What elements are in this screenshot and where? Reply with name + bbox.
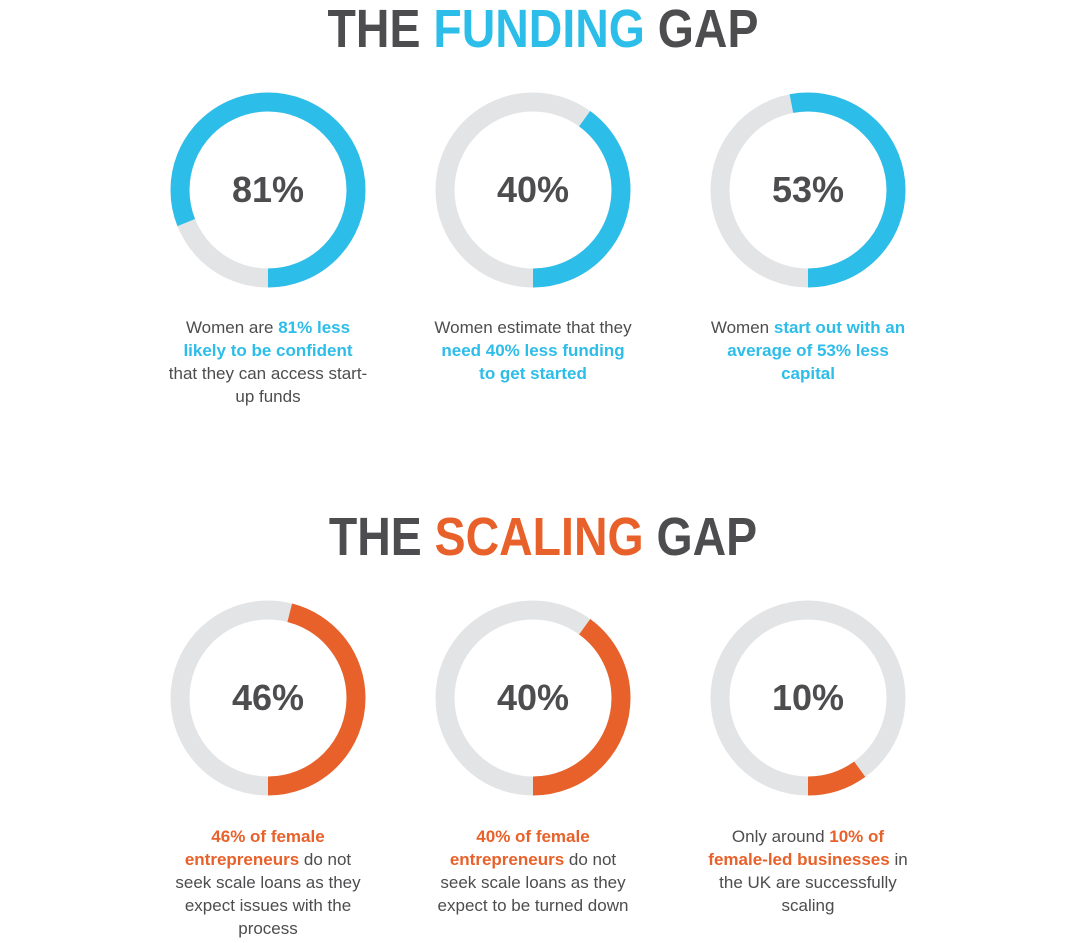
donut-value-arc [170,600,366,796]
caption-text: do not seek scale loans as they expect t… [437,850,629,915]
donut-chart-scaling-1: 46% [168,598,368,798]
donut-value-label: 81% [231,169,305,210]
donut-value-arc [710,92,906,288]
funding-title-pre: THE [327,0,434,59]
caption-highlight: 10% of female-led businesses [708,827,890,869]
caption-text: in the UK are successfully scaling [719,850,908,915]
caption-text: that they can access start-up funds [168,364,368,406]
donut-caption-funding-3: Women start out with an average of 53% l… [708,316,908,385]
donut-chart-scaling-2: 40% [433,598,633,798]
donut-chart-scaling-3: 10% [708,598,908,798]
donut-value-label: 46% [231,677,305,718]
scaling-gap-title: THE SCALING GAP [76,510,1010,564]
scaling-title-pre: THE [328,507,435,567]
donut-svg [435,92,631,288]
caption-highlight: 81% less likely to be confident [183,318,353,360]
donut-value-arc [435,92,631,288]
caption-text: do not seek scale loans as they expect i… [175,850,361,938]
scaling-title-post: GAP [643,507,758,567]
donut-value-arc [170,92,366,288]
donut-chart-funding-2: 40% [433,90,633,290]
donut-chart-funding-1: 81% [168,90,368,290]
donut-value-label: 40% [496,169,570,210]
caption-text: Only around [731,827,830,846]
caption-highlight: 46% of female entrepreneurs [184,827,325,869]
donut-caption-scaling-3: Only around 10% of female-led businesses… [708,825,908,917]
donut-svg [170,600,366,796]
caption-highlight: need 40% less funding to get started [441,341,625,383]
funding-title-accent: FUNDING [433,0,645,59]
donut-value-label: 40% [496,677,570,718]
donut-svg [435,600,631,796]
scaling-title-accent: SCALING [434,507,644,567]
caption-highlight: 40% of female entrepreneurs [449,827,590,869]
caption-text: Women estimate that they [434,318,632,337]
caption-text: Women [710,318,774,337]
donut-caption-scaling-1: 46% of female entrepreneurs do not seek … [168,825,368,940]
donut-caption-funding-1: Women are 81% less likely to be confiden… [168,316,368,408]
donut-value-arc [710,600,906,796]
donut-chart-funding-3: 53% [708,90,908,290]
donut-value-arc [435,600,631,796]
caption-text: Women are [185,318,279,337]
donut-svg [170,92,366,288]
donut-svg [710,600,906,796]
funding-gap-title: THE FUNDING GAP [76,2,1010,56]
donut-value-label: 53% [771,169,845,210]
funding-title-post: GAP [644,0,759,59]
donut-value-label: 10% [771,677,845,718]
donut-svg [710,92,906,288]
donut-caption-scaling-2: 40% of female entrepreneurs do not seek … [433,825,633,917]
caption-highlight: start out with an average of 53% less ca… [727,318,906,383]
donut-caption-funding-2: Women estimate that they need 40% less f… [433,316,633,385]
